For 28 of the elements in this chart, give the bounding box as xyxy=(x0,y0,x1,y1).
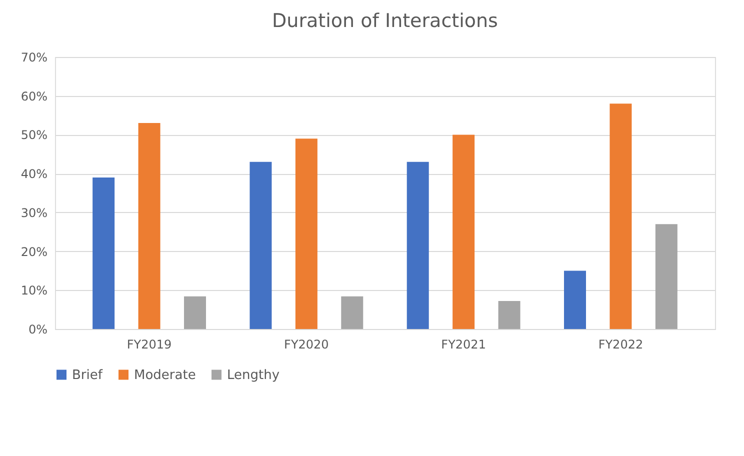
bar xyxy=(406,162,429,329)
x-tick-label: FY2022 xyxy=(598,338,644,352)
x-tick-label: FY2019 xyxy=(126,338,172,352)
bar xyxy=(341,296,364,329)
x-tick-label: FY2020 xyxy=(284,338,329,352)
y-tick-label: 0% xyxy=(28,322,48,336)
bar xyxy=(655,224,678,329)
bar xyxy=(92,177,115,329)
y-tick-label: 50% xyxy=(20,128,48,142)
y-tick-label: 60% xyxy=(20,89,48,104)
y-tick-label: 40% xyxy=(20,167,48,182)
y-tick-label: 30% xyxy=(20,206,48,220)
chart-title: Duration of Interactions xyxy=(272,10,498,32)
legend-label: Moderate xyxy=(134,368,196,383)
y-tick-label: 10% xyxy=(20,284,48,298)
bar xyxy=(498,301,520,329)
legend-label: Brief xyxy=(72,368,103,383)
x-tick-label: FY2021 xyxy=(441,338,486,352)
bar xyxy=(184,296,206,329)
y-tick-label: 20% xyxy=(20,244,48,259)
legend-label: Lengthy xyxy=(227,368,280,383)
bar xyxy=(250,162,272,329)
bar xyxy=(610,104,632,329)
bar xyxy=(452,134,475,329)
y-tick-label: 70% xyxy=(20,50,48,64)
bar xyxy=(138,123,160,329)
bar xyxy=(564,270,586,329)
bar xyxy=(295,138,318,329)
